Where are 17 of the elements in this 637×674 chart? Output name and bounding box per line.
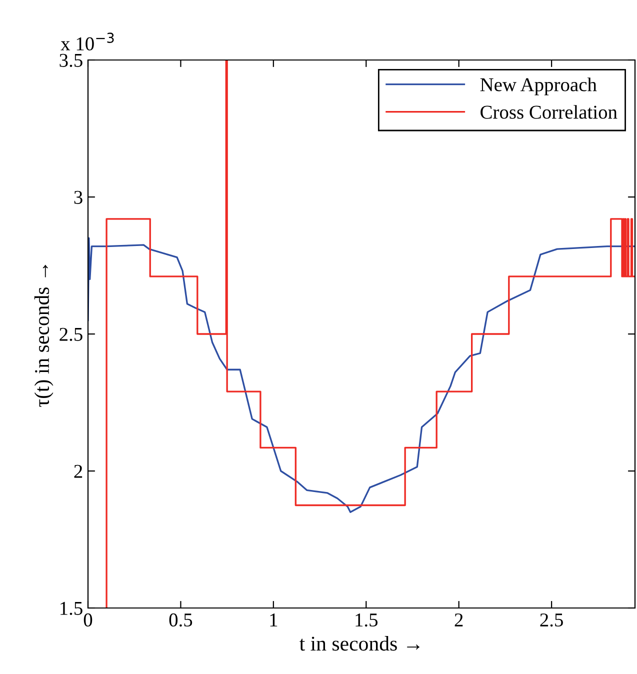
text: x 10$^{−3}$ <box>60 32 114 50</box>
y-tick-label: 1.5 <box>60 602 82 616</box>
y-tick-label: 3.5 <box>60 54 82 68</box>
x-tick-label: 0 <box>84 613 92 627</box>
y-tick-label: 2.5 <box>60 328 82 342</box>
x-tick-label: 0.5 <box>169 613 192 627</box>
legend-label: New Approach <box>480 78 597 96</box>
x-tick-label: 2.5 <box>540 613 563 627</box>
y-tick-label: 2 <box>74 464 82 478</box>
x-tick-label: 1 <box>270 614 278 626</box>
x-axis-title: t in seconds → <box>300 636 420 651</box>
x-tick-label: 1.5 <box>356 614 378 627</box>
x-tick-label: 2 <box>454 613 463 626</box>
y-axis-title: τ(t) in seconds → <box>34 264 54 407</box>
y-tick-label: 3 <box>74 190 82 204</box>
legend-label: Cross Correlation <box>480 105 618 119</box>
line-series <box>88 237 635 513</box>
